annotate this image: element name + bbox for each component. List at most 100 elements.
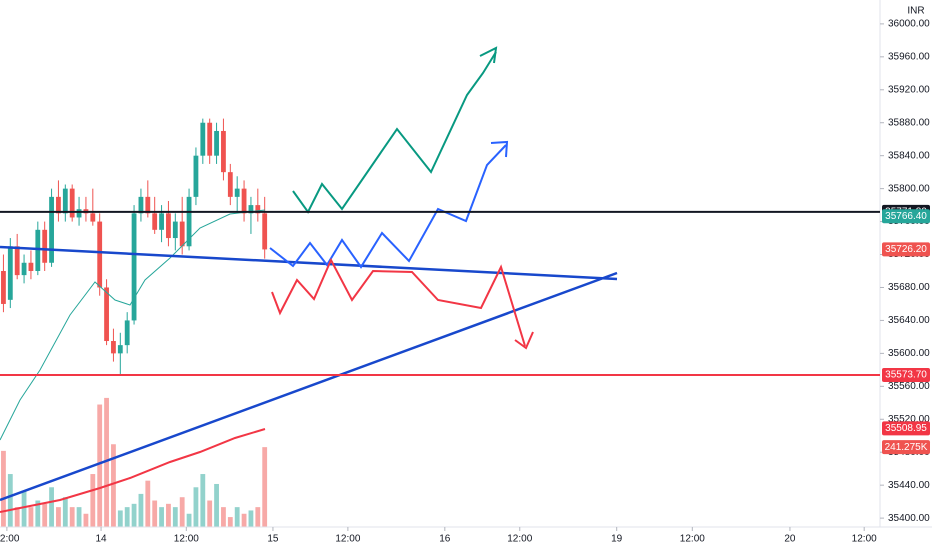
volume-bar [7,474,13,527]
x-tick-label: 12:00 [174,534,199,545]
y-tick-label: 35520.00 [888,414,930,425]
price-axis [880,0,932,550]
candle-body [7,246,13,300]
price-label: 35766.40 [885,211,927,222]
volume-bar [193,487,199,527]
volume-bar [255,507,261,527]
volume-bar [76,507,82,527]
volume-label-box [882,440,930,455]
arrow-head [479,46,498,64]
volume-bar [90,474,96,527]
y-tick-label: 35840.00 [888,150,930,161]
candle-body [207,122,213,156]
volume-bar [21,490,27,527]
volume-bar [35,500,41,527]
volume-bar [69,507,75,527]
bearish-path [271,257,526,347]
volume-bar [28,507,34,527]
candle-body [104,287,109,342]
volume-bar [124,507,130,527]
candle-body [49,196,54,263]
candle-body [14,246,20,276]
volume-bar [248,510,254,527]
candle-body [193,155,199,197]
candle-body [69,188,75,218]
candle-body [35,229,41,271]
volume-bar [97,404,103,527]
candle-body [21,262,27,276]
x-tick-label: 14 [96,534,108,545]
price-label-box [882,209,930,224]
volume-bar [214,483,219,527]
x-tick-label: 12:00 [0,534,20,545]
x-tick-label: 12:00 [852,534,877,545]
candle-body [248,205,254,214]
x-tick-label: 12:00 [507,534,532,545]
x-tick-label: 19 [611,534,623,545]
candle-body [97,221,103,288]
x-tick-label: 20 [784,534,796,545]
candle-body [124,320,130,346]
volume-bar [1,450,6,527]
y-tick-label: 36000.00 [888,19,930,30]
volume-bar [234,507,240,527]
x-tick-label: 15 [267,534,279,545]
candle-body [138,196,144,214]
y-tick-label: 35600.00 [888,348,930,359]
candle-body [221,130,226,173]
volume-bar [42,503,48,527]
candle-body [200,122,206,156]
price-label-box [882,242,930,257]
y-tick-label: 35560.00 [888,381,930,392]
volume-bar [111,444,116,527]
x-tick-label: 16 [439,534,451,545]
candle-body [227,172,233,197]
volume-bar [83,513,89,527]
volume-bar [56,507,61,527]
candle-body [117,345,123,354]
candle-body [234,188,240,197]
drawings [0,46,618,513]
volume-average [0,428,266,513]
candle-body [214,130,219,156]
volume-bar [131,503,137,527]
candle-body [152,213,158,230]
candle-body [28,262,34,271]
volume-label: 241.275K [885,442,928,453]
currency: INR [907,6,924,17]
price-label-box [882,368,930,383]
candle-body [172,221,178,239]
volume-bar [221,507,226,527]
volume-bar [262,447,268,527]
volume-bar [145,480,151,527]
volume-bar [227,517,233,527]
volume-bar [49,487,54,527]
volume-bar [14,507,20,527]
candle-body [131,213,137,321]
y-tick-label: 35960.00 [888,51,930,62]
y-tick-label: 35880.00 [888,117,930,128]
volume-bar [172,507,178,527]
overlay [1,118,268,374]
y-tick-label: 35400.00 [888,513,930,524]
y-tick-label: 35440.00 [888,480,930,491]
volume-bar [186,513,192,527]
candle-body [42,229,48,263]
volume-bar [166,503,171,527]
price-label: 35573.70 [885,370,927,381]
candle-body [76,209,82,218]
candle-body [90,213,96,222]
candle-body [186,196,192,247]
price-label: 35726.20 [885,244,927,255]
volume-bar [104,397,109,527]
candle-body [111,341,116,354]
volume-bar [207,500,213,527]
volume-bar [159,507,164,527]
candle-body [255,205,261,214]
x-tick-label: 12:00 [335,534,360,545]
volume-bar [200,474,206,527]
candle-body [56,196,61,214]
bullish-path [292,51,497,214]
volume-bar [241,513,247,527]
